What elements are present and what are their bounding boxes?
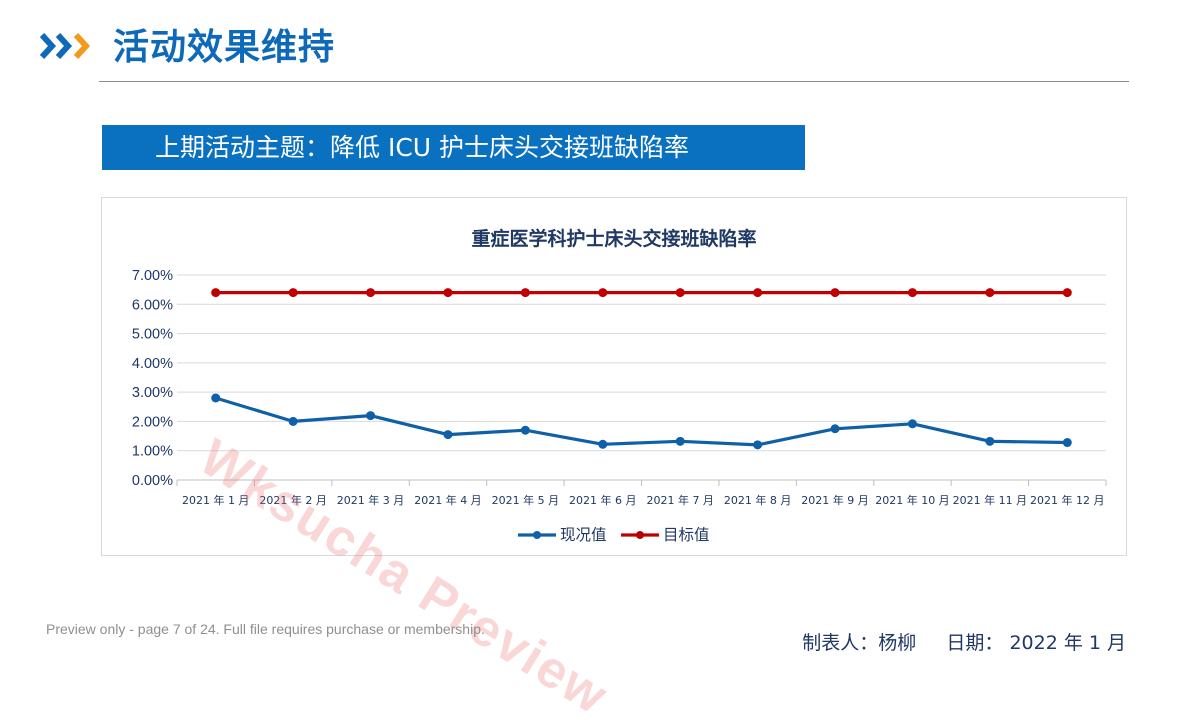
x-tick-label: 2021 年 5 月 xyxy=(492,493,559,507)
x-tick-label: 2021 年 8 月 xyxy=(724,493,791,507)
data-point xyxy=(1062,288,1072,298)
data-point xyxy=(520,425,530,435)
data-point xyxy=(675,288,685,298)
data-point xyxy=(288,288,298,298)
x-tick-label: 2021 年 2 月 xyxy=(259,493,326,507)
author-date-line: 制表人：杨柳 日期： 2022 年 1 月 xyxy=(802,628,1126,655)
y-tick-label: 3.00% xyxy=(132,385,173,401)
data-point xyxy=(520,288,530,298)
data-point xyxy=(675,436,685,446)
data-point xyxy=(598,439,608,449)
data-point xyxy=(288,416,298,426)
data-point xyxy=(907,419,917,429)
page-title: 活动效果维持 xyxy=(113,27,336,68)
author-label: 制表人：杨柳 xyxy=(802,632,917,654)
date-value: 2022 年 1 月 xyxy=(1009,632,1126,654)
x-tick-label: 2021 年 4 月 xyxy=(414,493,481,507)
data-point xyxy=(366,288,376,298)
data-point xyxy=(830,424,840,434)
x-tick-label: 2021 年 3 月 xyxy=(337,493,404,507)
y-tick-label: 7.00% xyxy=(132,268,173,284)
date-label: 日期： xyxy=(946,632,1004,654)
y-tick-label: 1.00% xyxy=(132,444,173,460)
x-tick-label: 2021 年 7 月 xyxy=(646,493,713,507)
data-point xyxy=(443,430,453,440)
x-tick-label: 2021 年 12 月 xyxy=(1030,493,1104,507)
data-point xyxy=(598,288,608,298)
legend-swatch-marker xyxy=(533,531,541,539)
preview-note: Preview only - page 7 of 24. Full file r… xyxy=(46,621,485,637)
x-tick-label: 2021 年 10 月 xyxy=(875,493,949,507)
y-tick-label: 6.00% xyxy=(132,297,173,313)
data-point xyxy=(753,440,763,450)
x-tick-label: 2021 年 6 月 xyxy=(569,493,636,507)
data-point xyxy=(907,288,917,298)
data-point xyxy=(985,436,995,446)
chart-container: 重症医学科护士床头交接班缺陷率 0.00% 1.00% 2.00% 3.00% 4.00%… xyxy=(101,197,1127,556)
x-tick-label: 2021 年 9 月 xyxy=(801,493,868,507)
data-point xyxy=(1062,438,1072,448)
topic-banner: 上期活动主题：降低 ICU 护士床头交接班缺陷率 xyxy=(102,125,805,170)
data-point xyxy=(211,393,221,403)
x-tick-label: 2021 年 1 月 xyxy=(182,493,249,507)
data-point xyxy=(830,288,840,298)
legend-label: 目标值 xyxy=(663,526,710,544)
chevron-arrows-icon xyxy=(40,32,91,60)
y-tick-label: 2.00% xyxy=(132,414,173,430)
data-point xyxy=(211,288,221,298)
data-point xyxy=(443,288,453,298)
y-tick-label: 5.00% xyxy=(132,327,173,343)
data-point xyxy=(985,288,995,298)
topic-banner-text: 上期活动主题：降低 ICU 护士床头交接班缺陷率 xyxy=(155,133,690,162)
series-line-0 xyxy=(215,396,1068,447)
data-point xyxy=(753,288,763,298)
chart-title: 重症医学科护士床头交接班缺陷率 xyxy=(471,227,756,250)
x-tick-label: 2021 年 11 月 xyxy=(953,493,1027,507)
legend-swatch-marker xyxy=(636,531,644,539)
legend-label: 现况值 xyxy=(560,526,607,544)
data-point xyxy=(366,411,376,421)
y-tick-label: 0.00% xyxy=(132,473,173,489)
y-tick-label: 4.00% xyxy=(132,356,173,372)
line-chart: 重症医学科护士床头交接班缺陷率 0.00% 1.00% 2.00% 3.00% 4.00%… xyxy=(132,227,1107,544)
title-divider xyxy=(99,81,1129,82)
